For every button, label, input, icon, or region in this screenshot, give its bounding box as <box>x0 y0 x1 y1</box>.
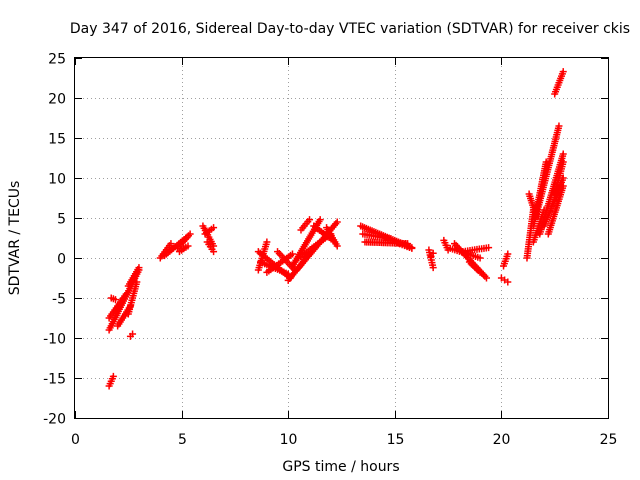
data-point <box>129 330 137 338</box>
x-tick-label: 5 <box>178 432 187 448</box>
data-segment <box>203 238 218 256</box>
y-tick-label: 5 <box>57 212 66 228</box>
data-point <box>184 242 192 250</box>
data-point <box>555 122 563 130</box>
y-tick-label: 0 <box>57 252 66 268</box>
data-segment <box>551 158 567 198</box>
data-segment <box>459 244 493 256</box>
data-segment <box>175 242 192 256</box>
y-tick-label: -10 <box>43 332 66 348</box>
data-segment <box>107 294 120 304</box>
data-segment <box>532 122 563 222</box>
data-point <box>186 230 194 238</box>
data-points <box>105 68 567 390</box>
data-segment <box>297 216 314 234</box>
data-point <box>476 268 484 276</box>
data-segment <box>391 238 416 252</box>
y-axis-ticks: -20 -15 -10 -5 0 5 10 15 20 25 <box>43 52 608 428</box>
data-point <box>429 249 437 257</box>
data-point <box>333 218 341 226</box>
data-point <box>429 264 437 272</box>
plot-frame <box>74 57 609 419</box>
data-point <box>263 238 271 246</box>
y-tick-label: -5 <box>52 292 66 308</box>
data-point <box>210 248 218 256</box>
data-point <box>559 182 567 190</box>
y-tick-label: 25 <box>48 52 66 68</box>
data-point <box>482 274 490 282</box>
data-point <box>135 264 143 272</box>
data-segment <box>126 330 137 340</box>
y-tick-label: -15 <box>43 372 66 388</box>
data-point <box>504 278 512 286</box>
data-segment <box>465 258 484 276</box>
data-segment <box>124 278 141 318</box>
x-tick-label: 25 <box>600 432 618 448</box>
y-tick-label: 20 <box>48 92 66 108</box>
data-segment <box>551 68 567 98</box>
x-tick-label: 15 <box>387 432 405 448</box>
y-tick-label: -20 <box>43 412 66 428</box>
data-segment <box>288 216 324 270</box>
data-point <box>112 296 120 304</box>
data-segment <box>440 236 452 254</box>
data-segment <box>544 182 567 238</box>
data-point <box>387 235 395 243</box>
chart-title: Day 347 of 2016, Sidereal Day-to-day VTE… <box>70 21 630 37</box>
data-point <box>559 150 567 158</box>
data-segment <box>497 274 512 286</box>
data-point <box>306 216 314 224</box>
data-point <box>408 244 416 252</box>
data-segment <box>323 224 341 250</box>
data-point <box>559 68 567 76</box>
data-point <box>288 250 296 258</box>
data-segment <box>427 249 437 260</box>
data-segment <box>500 250 512 270</box>
data-point <box>559 158 567 166</box>
data-point <box>210 224 218 232</box>
data-point <box>504 250 512 258</box>
x-tick-label: 20 <box>493 432 511 448</box>
x-tick-label: 10 <box>280 432 298 448</box>
data-segment <box>124 264 143 290</box>
data-point <box>485 244 493 252</box>
x-axis-ticks: 0 5 10 15 20 25 <box>71 58 617 448</box>
data-segment <box>523 206 537 262</box>
data-point <box>109 372 117 380</box>
x-axis-label: GPS time / hours <box>282 459 399 475</box>
data-segment <box>359 230 395 243</box>
data-segment <box>105 372 117 390</box>
data-point <box>167 240 175 248</box>
y-tick-label: 15 <box>48 132 66 148</box>
data-point <box>476 254 484 262</box>
y-tick-label: 10 <box>48 172 66 188</box>
data-point <box>316 216 324 224</box>
x-tick-label: 0 <box>71 432 80 448</box>
y-axis-label: SDTVAR / TECUs <box>7 181 23 296</box>
data-segment <box>201 224 218 238</box>
data-point <box>333 242 341 250</box>
data-point <box>133 278 141 286</box>
